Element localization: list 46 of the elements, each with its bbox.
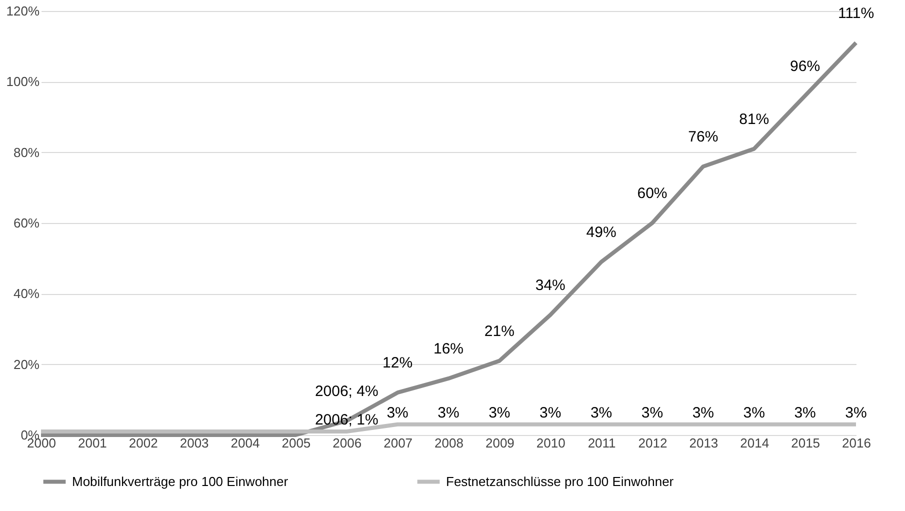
- x-tick-label: 2008: [434, 436, 464, 450]
- x-tick-label: 2012: [638, 436, 668, 450]
- data-label: 12%: [382, 354, 413, 372]
- x-tick-label: 2015: [791, 436, 820, 450]
- y-tick-label: 120%: [6, 4, 40, 18]
- data-label: 96%: [790, 58, 820, 75]
- data-label: 3%: [488, 404, 510, 422]
- data-label: 3%: [590, 404, 612, 422]
- data-label: 34%: [535, 276, 566, 294]
- data-label: 3%: [641, 404, 664, 422]
- y-tick-label: 60%: [13, 216, 40, 230]
- x-tick-label: 2013: [689, 436, 718, 450]
- x-tick-label: 2004: [230, 436, 260, 450]
- x-tick-label: 2014: [740, 436, 770, 450]
- data-label: 3%: [743, 404, 765, 422]
- data-label: 49%: [586, 224, 616, 241]
- data-label: 3%: [794, 404, 816, 422]
- y-tick-label: 40%: [13, 286, 40, 302]
- data-label: 60%: [637, 185, 668, 202]
- y-tick-label: 20%: [13, 356, 40, 372]
- y-tick-label: 80%: [13, 144, 40, 160]
- data-label: 3%: [386, 404, 408, 422]
- x-tick-label: 2005: [282, 436, 311, 450]
- x-tick-label: 2001: [78, 436, 107, 450]
- x-tick-label: 2010: [536, 436, 566, 450]
- data-label: 2006; 1%: [314, 411, 378, 428]
- data-label: 76%: [688, 128, 718, 146]
- data-label: 2006; 4%: [314, 382, 378, 400]
- y-tick-label: 100%: [6, 74, 40, 90]
- legend-label: Mobilfunkverträge pro 100 Einwohner: [72, 474, 289, 489]
- x-tick-label: 2009: [485, 436, 514, 450]
- data-label: 16%: [433, 340, 464, 358]
- data-label: 3%: [540, 404, 562, 422]
- data-label: 81%: [739, 110, 770, 128]
- x-tick-label: 2002: [128, 436, 158, 450]
- data-label: 3%: [692, 404, 714, 422]
- data-label: 21%: [484, 322, 514, 340]
- x-tick-label: 2003: [180, 436, 209, 450]
- legend-label: Festnetzanschlüsse pro 100 Einwohner: [446, 474, 674, 489]
- x-tick-label: 2007: [384, 436, 413, 450]
- x-tick-label: 2006: [332, 436, 362, 450]
- data-label: 3%: [845, 404, 867, 422]
- data-label: 3%: [438, 404, 460, 422]
- x-tick-label: 2011: [588, 436, 616, 450]
- x-tick-label: 2016: [842, 436, 871, 450]
- data-label: 111%: [838, 4, 874, 22]
